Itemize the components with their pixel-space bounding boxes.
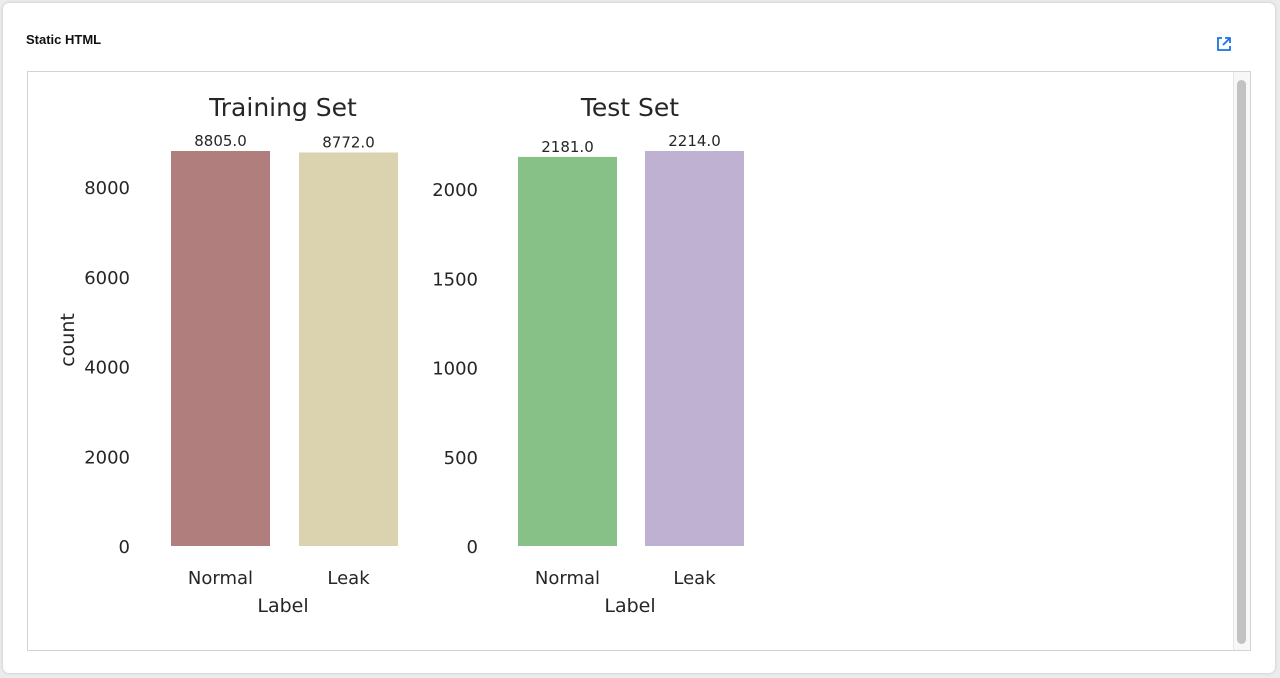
- html-output-frame: Training Set count Label 0 2000 4000 6000 80…: [27, 71, 1251, 651]
- y-tick-label: 0: [119, 537, 130, 558]
- open-in-new-icon[interactable]: [1213, 33, 1235, 55]
- bar-value-label: 2181.0: [541, 138, 594, 156]
- y-tick-label: 2000: [432, 180, 478, 201]
- x-axis-label: Label: [604, 595, 655, 617]
- vertical-scrollbar[interactable]: [1233, 72, 1250, 650]
- bar-value-label: 8805.0: [194, 132, 247, 150]
- bar-leak: [299, 152, 398, 546]
- x-tick-label: Normal: [188, 568, 253, 589]
- x-axis-label: Label: [257, 595, 308, 617]
- bar-normal: [518, 156, 617, 546]
- y-tick-label: 0: [467, 537, 478, 558]
- y-axis-label: count: [57, 313, 79, 367]
- bar-leak: [645, 151, 744, 546]
- chart-test-set: Test Set Label 0 500 1000 1500 2000 2181.0 No…: [432, 93, 744, 617]
- chart-title: Test Set: [580, 93, 679, 122]
- y-tick-labels: 0 500 1000 1500 2000: [432, 180, 478, 558]
- x-tick-label: Normal: [535, 568, 600, 589]
- bars: 2181.0 Normal 2214.0 Leak: [518, 132, 744, 589]
- chart-title: Training Set: [208, 93, 357, 122]
- y-tick-label: 8000: [84, 178, 130, 199]
- y-tick-label: 4000: [84, 358, 130, 379]
- y-tick-label: 6000: [84, 268, 130, 289]
- scrollbar-thumb[interactable]: [1237, 80, 1246, 644]
- y-tick-label: 500: [444, 448, 478, 469]
- x-tick-label: Leak: [673, 568, 716, 589]
- static-html-card: Static HTML Training Set count Label 0 20…: [3, 3, 1275, 673]
- bar-value-label: 2214.0: [668, 132, 721, 150]
- bars: 8805.0 Normal 8772.0 Leak: [171, 132, 398, 589]
- y-tick-label: 1500: [432, 269, 478, 290]
- bar-charts: Training Set count Label 0 2000 4000 6000 80…: [57, 93, 744, 617]
- card-title: Static HTML: [26, 32, 102, 47]
- y-tick-labels: 0 2000 4000 6000 8000: [84, 178, 130, 558]
- y-tick-label: 2000: [84, 447, 130, 468]
- x-tick-label: Leak: [327, 568, 370, 589]
- bar-normal: [171, 151, 270, 546]
- y-tick-label: 1000: [432, 359, 478, 380]
- bar-value-label: 8772.0: [322, 133, 375, 151]
- chart-training-set: Training Set count Label 0 2000 4000 6000 80…: [57, 93, 398, 617]
